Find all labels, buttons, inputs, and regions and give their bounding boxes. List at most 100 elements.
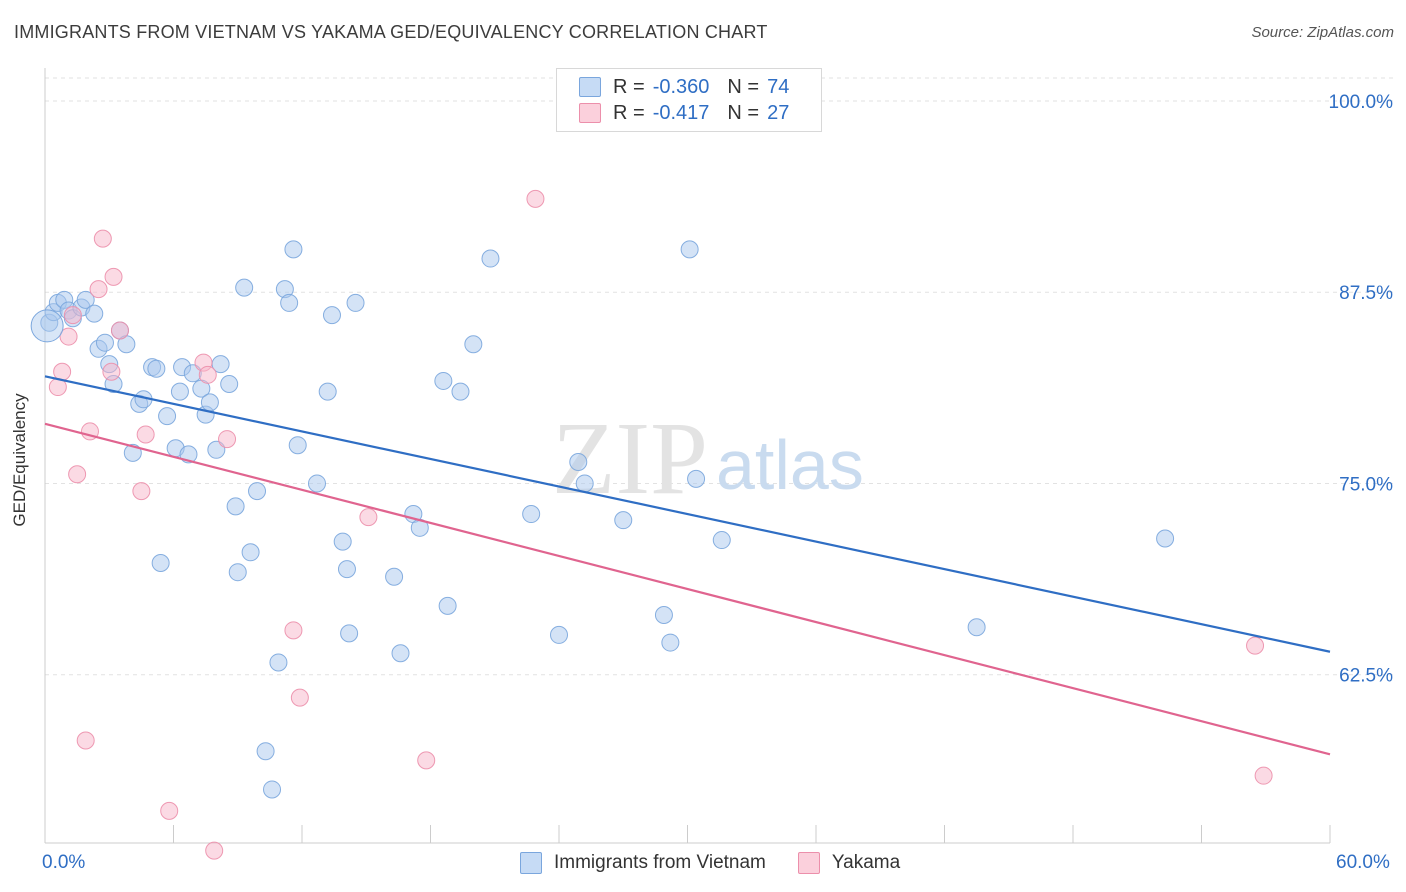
data-point <box>269 653 288 672</box>
trend-line-yakama <box>44 422 1331 756</box>
data-point <box>110 321 129 340</box>
data-point <box>614 511 633 530</box>
legend-n-value: 74 <box>767 75 790 98</box>
data-point <box>280 293 299 312</box>
data-point <box>85 304 104 323</box>
series-name-yakama: Yakama <box>831 852 901 873</box>
data-point <box>256 742 275 761</box>
data-point <box>391 644 410 663</box>
data-point <box>123 443 142 462</box>
y-tick-label: 87.5% <box>1339 283 1393 304</box>
y-axis-label: GED/Equivalency <box>10 393 29 527</box>
data-point <box>654 606 673 625</box>
legend-n-label: N = <box>727 75 760 98</box>
data-point <box>76 290 95 309</box>
x-tick-max: 60.0% <box>1336 852 1390 873</box>
data-point <box>136 425 155 444</box>
data-point <box>68 465 87 484</box>
data-point <box>147 359 166 378</box>
data-point <box>322 306 341 325</box>
data-point <box>290 688 309 707</box>
data-point <box>151 554 170 573</box>
data-point <box>1156 529 1175 548</box>
trend-line-vietnam <box>44 375 1331 653</box>
source-label: Source: ZipAtlas.com <box>1251 24 1394 41</box>
data-point <box>95 333 114 352</box>
data-point <box>59 327 78 346</box>
data-point <box>63 306 82 325</box>
data-point <box>284 621 303 640</box>
trend-lines <box>44 375 1331 756</box>
data-point <box>89 280 108 299</box>
data-point <box>241 543 260 562</box>
watermark: ZIP atlas <box>552 401 864 516</box>
y-tick-label: 75.0% <box>1339 474 1393 495</box>
data-point <box>235 278 254 297</box>
data-point <box>575 474 594 493</box>
watermark-atlas: atlas <box>716 426 864 504</box>
data-point <box>346 293 365 312</box>
data-point <box>93 229 112 248</box>
series-swatch-vietnam <box>520 852 542 874</box>
data-point <box>132 482 151 501</box>
data-point <box>76 731 95 750</box>
data-point <box>464 335 483 354</box>
data-point <box>481 249 500 268</box>
y-tick-label: 62.5% <box>1339 666 1393 687</box>
data-point <box>198 365 217 384</box>
stats-legend: R = -0.360 N = 74 R = -0.417 N = 27 <box>556 68 822 132</box>
data-point <box>434 371 453 390</box>
data-point <box>318 382 337 401</box>
data-point <box>220 375 239 393</box>
chart-title: IMMIGRANTS FROM VIETNAM VS YAKAMA GED/EQ… <box>14 22 768 42</box>
legend-n-label: N = <box>727 101 760 124</box>
data-point <box>102 362 121 381</box>
series-yakama-points <box>48 189 1273 860</box>
data-point <box>712 531 731 550</box>
data-point <box>307 474 326 493</box>
y-tick-label: 100.0% <box>1329 92 1394 113</box>
data-point <box>218 430 237 449</box>
data-point <box>526 189 545 208</box>
legend-swatch-vietnam <box>579 77 601 97</box>
x-tick-min: 0.0% <box>42 852 86 873</box>
data-point-cluster <box>30 309 64 343</box>
data-point <box>1246 636 1265 655</box>
series-name-vietnam: Immigrants from Vietnam <box>554 852 766 873</box>
series-legend-yakama: Yakama <box>797 852 901 874</box>
data-point <box>417 751 436 770</box>
legend-row-vietnam: R = -0.360 N = 74 <box>579 74 789 100</box>
axes <box>44 68 1331 844</box>
data-point <box>333 532 352 551</box>
series-swatch-yakama <box>797 852 820 874</box>
data-point <box>200 393 219 412</box>
data-point <box>967 618 986 637</box>
legend-row-yakama: R = -0.417 N = 27 <box>579 100 789 126</box>
data-point <box>337 560 356 579</box>
y-tick-labels: 100.0% 87.5% 75.0% 62.5% <box>1329 92 1394 687</box>
data-point <box>226 497 245 516</box>
data-point <box>438 596 457 615</box>
data-point <box>522 505 541 524</box>
data-point <box>569 453 588 472</box>
data-point <box>550 625 568 644</box>
legend-r-label: R = <box>613 101 645 124</box>
data-point <box>359 508 378 527</box>
data-point <box>160 801 179 820</box>
legend-r-value: -0.417 <box>652 101 710 124</box>
legend-n-value: 27 <box>767 101 790 124</box>
data-point <box>228 563 247 582</box>
data-point <box>170 382 189 401</box>
legend-r-label: R = <box>613 75 645 98</box>
data-point <box>207 440 226 459</box>
data-point <box>205 841 224 860</box>
data-point <box>104 267 123 286</box>
data-point <box>385 567 404 586</box>
data-point <box>284 240 303 259</box>
data-point <box>680 240 699 259</box>
data-point <box>248 482 267 501</box>
data-point <box>661 633 680 652</box>
data-point <box>288 436 307 455</box>
series-legend: Immigrants from Vietnam Yakama <box>520 852 932 874</box>
